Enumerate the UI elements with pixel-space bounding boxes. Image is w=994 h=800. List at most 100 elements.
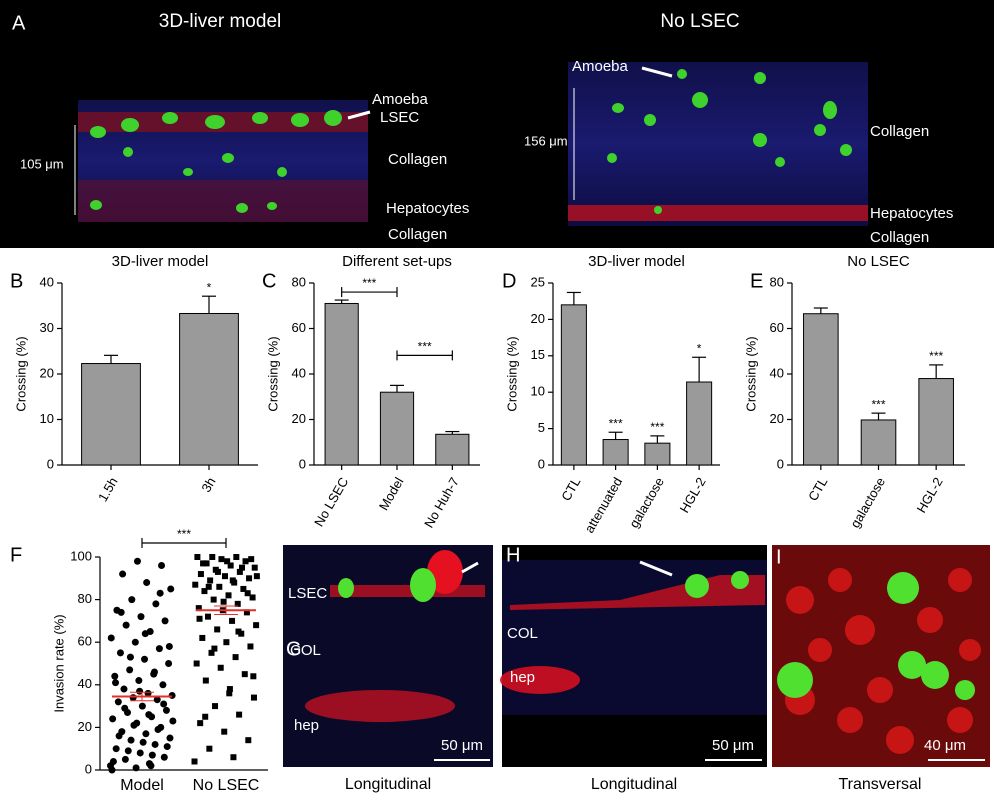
data-point	[220, 598, 227, 605]
annotation: LSEC	[380, 109, 419, 126]
x-tick-label: Model	[376, 475, 407, 513]
y-tick-label: 80	[78, 591, 92, 606]
chart-title: 3D-liver model	[588, 253, 685, 270]
y-tick-label: 0	[538, 456, 545, 471]
y-tick-label: 10	[40, 411, 54, 426]
data-point	[169, 717, 177, 725]
data-point	[194, 554, 201, 560]
data-point	[191, 758, 198, 765]
data-point	[224, 558, 231, 565]
annotation: Collagen	[388, 151, 447, 168]
data-point	[211, 645, 218, 652]
x-tick-label: HGL-2	[914, 475, 946, 516]
data-point	[122, 621, 130, 629]
data-point	[226, 686, 233, 693]
data-point	[135, 677, 143, 685]
data-point	[124, 747, 132, 755]
data-point	[207, 577, 214, 584]
y-tick-label: 15	[531, 347, 545, 362]
data-point	[152, 600, 160, 608]
data-point	[147, 762, 155, 770]
y-tick-label: 20	[78, 719, 92, 734]
data-point	[217, 664, 224, 671]
y-tick-label: 60	[78, 634, 92, 649]
x-tick-label: No LSEC	[311, 475, 351, 529]
y-tick-label: 0	[299, 456, 306, 471]
data-point	[160, 753, 168, 761]
data-point	[226, 690, 233, 697]
data-point	[126, 653, 134, 661]
annotation: Collagen	[870, 229, 929, 246]
data-point	[229, 577, 236, 584]
data-point	[161, 617, 169, 625]
image-title: No LSEC	[660, 11, 739, 32]
data-point	[154, 726, 162, 734]
micrograph	[78, 100, 368, 222]
data-point	[126, 666, 134, 674]
y-tick-label: 20	[531, 311, 545, 326]
scale-label: 40 μm	[924, 737, 966, 754]
annotation: Amoeba	[572, 58, 629, 75]
data-point	[229, 617, 236, 624]
x-tick-label: No LSEC	[193, 777, 260, 794]
y-tick-label: 20	[770, 411, 784, 426]
y-axis-label: Invasion rate (%)	[51, 614, 66, 712]
significance: ***	[362, 276, 376, 290]
data-point	[240, 585, 247, 592]
significance: *	[697, 341, 702, 355]
data-point	[151, 740, 159, 748]
annotation: Hepatocytes	[870, 205, 953, 222]
scale-label: 105 μm	[20, 156, 64, 171]
significance: ***	[418, 340, 432, 354]
data-point	[236, 568, 243, 575]
data-point	[239, 564, 246, 571]
data-point	[200, 560, 207, 567]
data-point	[225, 592, 232, 599]
data-point	[119, 570, 127, 578]
data-point	[150, 668, 158, 676]
bar	[560, 304, 587, 466]
y-tick-label: 80	[770, 274, 784, 289]
significance: ***	[177, 527, 191, 541]
y-tick-label: 40	[40, 274, 54, 289]
y-tick-label: 100	[70, 548, 92, 563]
data-point	[221, 573, 228, 580]
image-caption: Longitudinal	[345, 776, 431, 793]
y-tick-label: 0	[47, 456, 54, 471]
bar	[803, 313, 839, 466]
data-point	[156, 589, 164, 597]
x-tick-label: CTL	[805, 475, 830, 504]
significance: ***	[871, 397, 885, 411]
x-tick-label: 3h	[198, 475, 218, 495]
data-point	[109, 757, 117, 765]
bar	[324, 302, 359, 466]
data-point	[114, 698, 122, 706]
y-tick-label: 0	[85, 761, 92, 776]
data-point	[193, 660, 200, 667]
data-point	[199, 634, 206, 641]
y-axis-label: Crossing (%)	[265, 336, 280, 411]
y-tick-label: 60	[292, 320, 306, 335]
data-point	[209, 554, 216, 560]
data-point	[142, 730, 150, 738]
data-point	[107, 634, 115, 642]
data-point	[195, 605, 202, 612]
data-point	[116, 649, 124, 657]
significance: ***	[929, 349, 943, 363]
arrow	[639, 560, 673, 577]
data-point	[131, 638, 139, 646]
y-axis-label: Crossing (%)	[13, 336, 28, 411]
data-point	[148, 751, 156, 759]
chart-title: Different set-ups	[342, 253, 452, 270]
data-point	[233, 554, 240, 560]
image-caption: Longitudinal	[591, 776, 677, 793]
panel-label: B	[10, 270, 23, 292]
chart-title: 3D-liver model	[112, 253, 209, 270]
y-tick-label: 40	[292, 365, 306, 380]
y-tick-label: 25	[531, 274, 545, 289]
data-point	[235, 628, 242, 635]
bar	[379, 391, 415, 466]
data-point	[115, 732, 123, 740]
panel-label: A	[12, 12, 26, 34]
